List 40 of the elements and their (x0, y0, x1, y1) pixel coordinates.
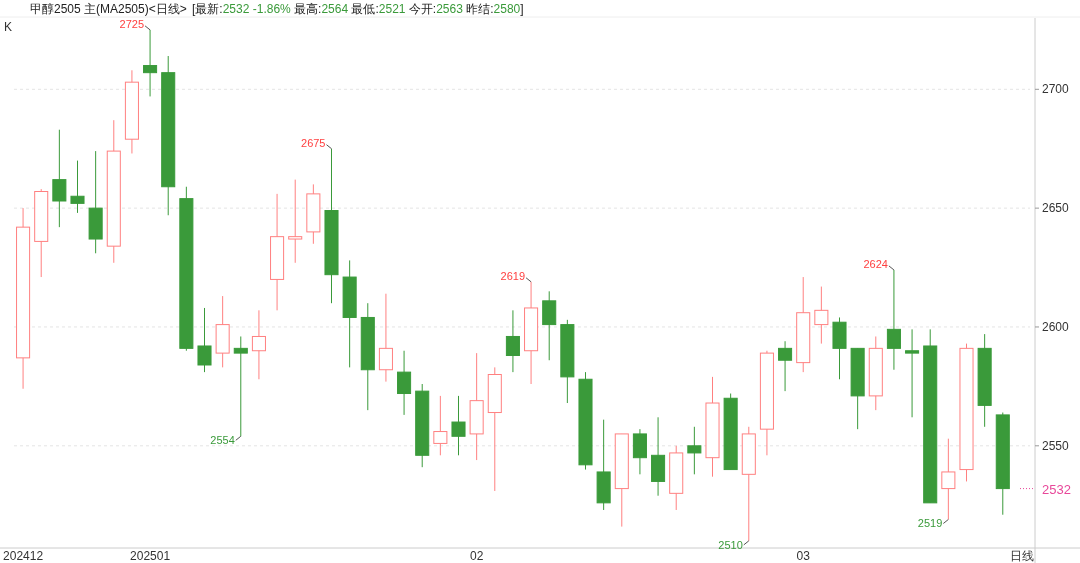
candlestick (233, 335, 248, 437)
y-tick-label: 2650 (1042, 201, 1070, 216)
x-tick-label: 03 (796, 549, 811, 563)
annotation: 2510 (718, 538, 743, 551)
annotation: 2554 (210, 434, 235, 447)
candlestick (687, 426, 702, 475)
candlestick (814, 286, 829, 345)
candlestick (397, 350, 412, 416)
candlestick (378, 293, 393, 383)
text: K (4, 20, 13, 34)
annotation: 2624 (863, 257, 888, 270)
annotation: 2519 (917, 517, 943, 530)
ref-line-label: 2532 (1042, 481, 1071, 497)
x-tick-label: 202501 (130, 549, 171, 563)
candlestick (288, 179, 303, 264)
candlestick (143, 29, 158, 97)
candlestick (197, 307, 212, 373)
annotation: 2725 (119, 17, 145, 30)
candlestick (451, 395, 466, 456)
annotation: 2619 (500, 269, 526, 282)
candlestick (886, 269, 901, 371)
y-tick-label: 2700 (1042, 82, 1070, 97)
candlestick (251, 309, 266, 380)
candlestick (52, 129, 67, 228)
candlestick (778, 340, 793, 392)
candlestick (70, 160, 85, 214)
y-tick-label: 2550 (1042, 438, 1070, 453)
candlestick (433, 395, 448, 456)
text: [最新:2532 -1.86% 最高:2564 最低:2521 今开:2563 昨结:2580] (192, 2, 524, 16)
candlestick (542, 290, 557, 361)
candlestick (905, 328, 920, 418)
annotation: 2675 (301, 136, 326, 149)
text: 日线 (1010, 549, 1034, 563)
chart-title: 甲醇2505 主(MA2505)<日线> (30, 2, 187, 16)
candlestick (941, 438, 956, 520)
candlestick (632, 428, 647, 475)
candlestick (505, 309, 520, 373)
x-tick-label: 02 (469, 549, 484, 563)
x-tick-label: 202412 (3, 549, 44, 563)
y-tick-label: 2600 (1042, 319, 1070, 334)
